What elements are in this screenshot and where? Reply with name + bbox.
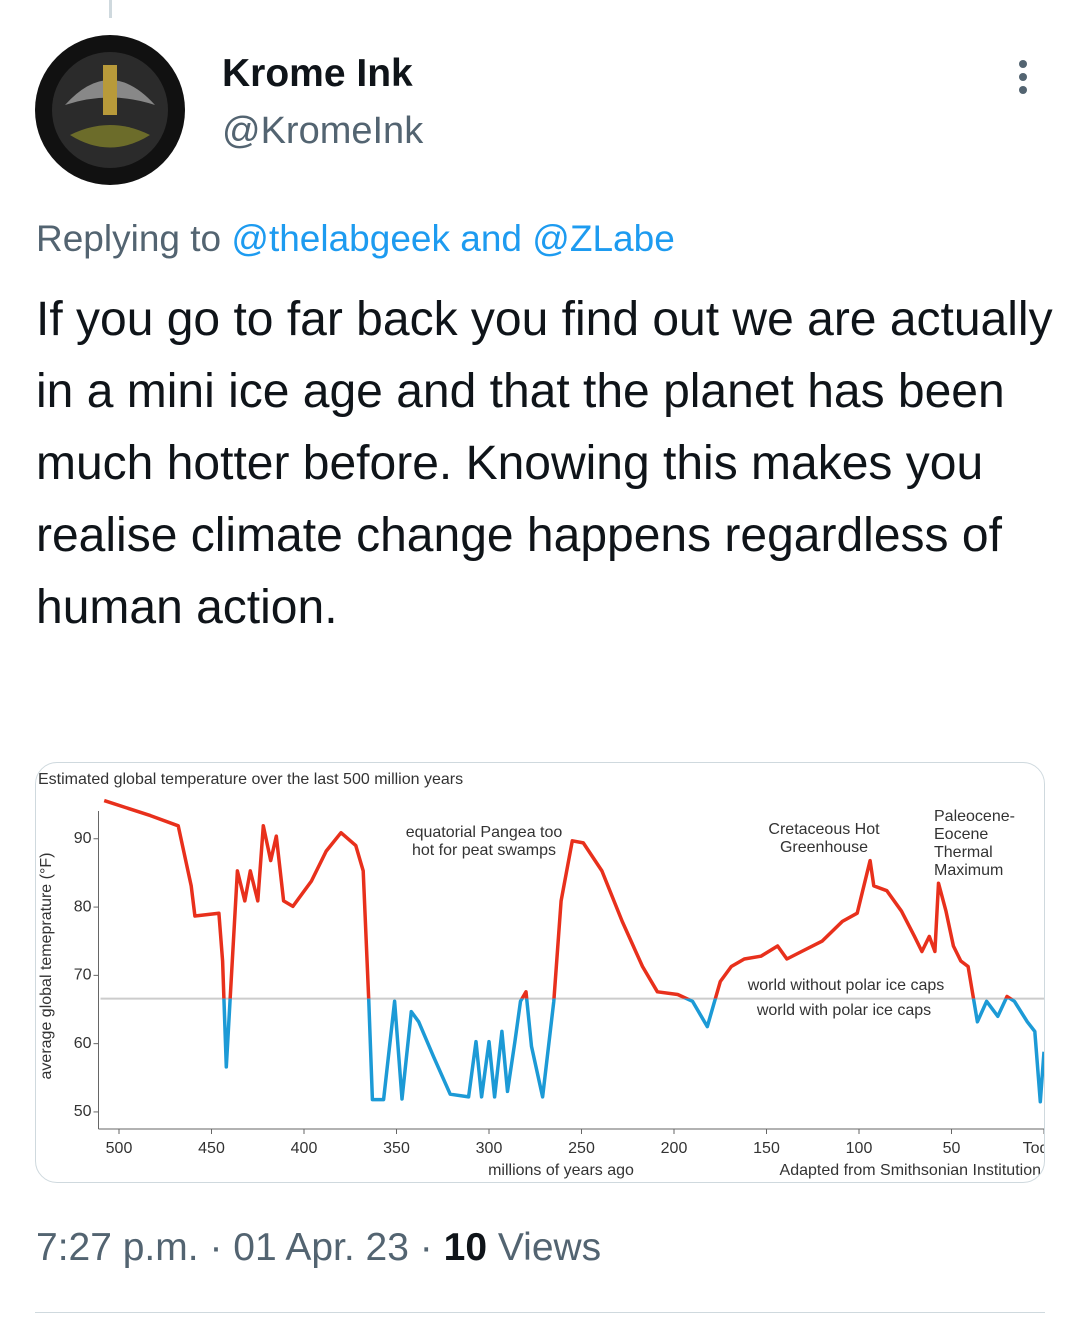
user-handle[interactable]: @KromeInk — [222, 110, 424, 152]
temperature-line — [103, 798, 1014, 999]
views-count: 10 — [443, 1226, 488, 1269]
tweet-text: If you go to far back you find out we ar… — [36, 293, 1053, 634]
date: 01 Apr. 23 — [233, 1226, 409, 1269]
y-axis-label: average global temeprature (°F) — [38, 853, 55, 1080]
x-tick-label: 500 — [106, 1140, 133, 1157]
annotation: Paleocene- — [934, 808, 1015, 825]
avatar[interactable] — [35, 35, 185, 185]
x-tick-label: 300 — [476, 1140, 503, 1157]
zone-label-bg — [728, 976, 964, 996]
separator: · — [209, 1226, 223, 1269]
y-tick-label: 70 — [74, 967, 92, 984]
x-tick-label: 50 — [943, 1140, 961, 1157]
chart-title: Estimated global temperature over the la… — [38, 771, 463, 788]
reply-context: Replying to @thelabgeek and @ZLabe — [36, 218, 675, 260]
media[interactable]: Estimated global temperature over the la… — [35, 762, 1045, 1183]
annotation: Maximum — [934, 862, 1003, 879]
mention[interactable]: @thelabgeek — [231, 218, 450, 259]
x-axis-label: millions of years ago — [488, 1162, 634, 1179]
y-tick-label: 80 — [74, 898, 92, 915]
zone-label: world with polar ice caps — [756, 1002, 931, 1019]
mention-joiner: and — [460, 218, 523, 259]
x-tick-label: 150 — [753, 1140, 780, 1157]
annotation: Eocene — [934, 826, 988, 843]
thread-line — [109, 0, 112, 18]
annotation: Cretaceous Hot — [768, 821, 880, 838]
user-name[interactable]: Krome Ink — [222, 52, 413, 95]
y-tick-label: 90 — [74, 830, 92, 847]
annotation: Greenhouse — [780, 839, 868, 856]
separator: · — [419, 1226, 433, 1269]
x-tick-label: 250 — [568, 1140, 595, 1157]
reply-label: Replying to — [36, 218, 222, 259]
annotation: equatorial Pangea too — [406, 824, 563, 841]
time: 7:27 p.m. — [36, 1226, 199, 1269]
chart: Estimated global temperature over the la… — [38, 771, 1045, 1179]
x-tick-label: 350 — [383, 1140, 410, 1157]
x-tick-label: 100 — [846, 1140, 873, 1157]
mention[interactable]: @ZLabe — [532, 218, 675, 259]
zone-label: world without polar ice caps — [747, 977, 945, 994]
temperature-line — [222, 998, 1044, 1104]
more-menu[interactable] — [1015, 58, 1031, 98]
zone-label-bg — [726, 1001, 962, 1021]
tweet-meta: 7:27 p.m. · 01 Apr. 23 · 10 Views — [36, 1226, 601, 1270]
source: Adapted from Smithsonian Institution — [780, 1162, 1041, 1179]
x-tick-label: 200 — [661, 1140, 688, 1157]
x-tick-label: Today — [1023, 1140, 1045, 1157]
views-label: Views — [497, 1226, 602, 1269]
x-tick-label: 450 — [198, 1140, 225, 1157]
y-tick-label: 60 — [74, 1035, 92, 1052]
annotation: Thermal — [934, 844, 993, 861]
y-tick-label: 50 — [74, 1103, 92, 1120]
annotation: hot for peat swamps — [412, 842, 556, 859]
x-tick-label: 400 — [291, 1140, 318, 1157]
divider — [35, 1312, 1045, 1313]
